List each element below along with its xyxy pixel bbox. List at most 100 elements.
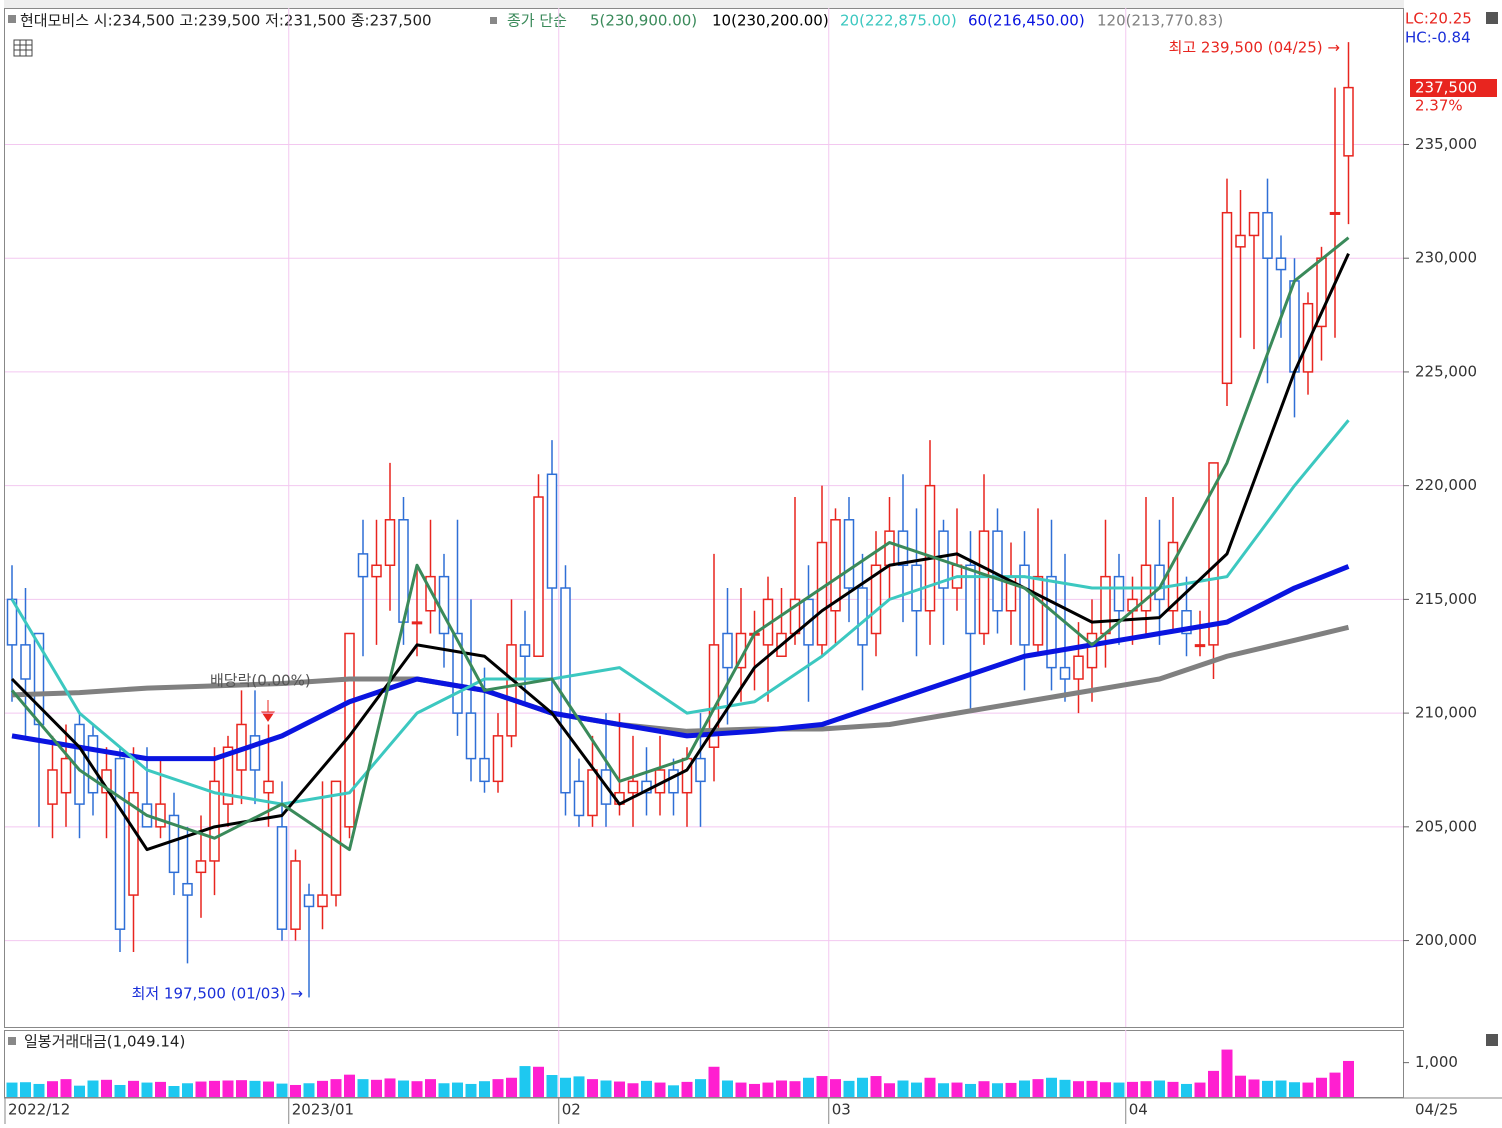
y-tick-label: 1,000: [1415, 1053, 1458, 1071]
y-tick-label: 235,000: [1415, 135, 1477, 153]
candle-body: [722, 632, 733, 669]
volume-bar: [74, 1085, 85, 1097]
candle-body: [1167, 541, 1179, 612]
volume-bar: [60, 1079, 72, 1097]
table-icon-grid: [14, 40, 32, 56]
volume-bar: [978, 1081, 990, 1097]
volume-bar: [425, 1079, 436, 1097]
volume-bar: [344, 1074, 355, 1097]
panel-button[interactable]: [1486, 12, 1498, 24]
candle-body: [60, 757, 72, 794]
volume-bar: [951, 1082, 963, 1097]
volume-bar: [1235, 1075, 1246, 1097]
volume-bar: [803, 1077, 814, 1097]
volume-bar: [1208, 1070, 1219, 1097]
volume-bar: [411, 1081, 423, 1097]
volume-bar: [33, 1083, 45, 1097]
candle-body: [533, 496, 544, 657]
panel-button[interactable]: [1486, 1034, 1498, 1046]
candle-body: [411, 621, 423, 625]
candle-body: [195, 860, 207, 874]
candle-body: [1059, 666, 1071, 680]
volume-bar: [533, 1066, 544, 1097]
volume-bar: [897, 1080, 909, 1097]
candle-body: [465, 712, 477, 760]
candle-body: [1032, 575, 1044, 646]
legend-entry: 60(216,450.00): [968, 12, 1085, 30]
volume-bar: [1100, 1082, 1111, 1097]
candle-body: [573, 780, 585, 817]
volume-bar: [141, 1082, 153, 1097]
x-tick-label: 2023/01: [292, 1101, 354, 1119]
volume-bar: [722, 1080, 733, 1097]
candle-body: [47, 769, 58, 805]
table-icon[interactable]: [13, 39, 33, 57]
candle-body: [128, 791, 139, 896]
x-tick-label: 02: [562, 1101, 581, 1119]
volume-bar: [182, 1083, 193, 1097]
legend-entry: 20(222,875.00): [840, 12, 957, 30]
candle-body: [384, 519, 396, 567]
lc-label: LC:20.25: [1405, 10, 1472, 28]
volume-bar: [1275, 1080, 1287, 1097]
candle-body: [1329, 211, 1341, 215]
candle-body: [1113, 575, 1125, 612]
volume-bar: [641, 1080, 652, 1097]
volume-bar: [371, 1079, 382, 1097]
legend-entry: 10(230,200.00): [712, 12, 829, 30]
volume-bar: [708, 1066, 720, 1097]
volume-bar: [816, 1076, 828, 1097]
volume-bar: [330, 1079, 342, 1097]
moving-average-line: [10, 419, 1350, 806]
volume-bar: [155, 1081, 166, 1097]
volume-bar: [830, 1079, 841, 1097]
candle-body: [992, 530, 1003, 612]
y-tick-label: 225,000: [1415, 362, 1477, 380]
candle-body: [479, 757, 490, 783]
candle-body: [1046, 575, 1057, 669]
volume-bar: [627, 1083, 639, 1097]
candle-body: [1073, 655, 1084, 680]
x-tick-label: 04: [1129, 1101, 1148, 1119]
y-tick-label: 215,000: [1415, 590, 1477, 608]
volume-bar: [573, 1076, 585, 1097]
candle-body: [1275, 257, 1287, 271]
candle-body: [222, 746, 234, 805]
volume-bar: [965, 1083, 976, 1097]
volume-bar: [506, 1077, 517, 1097]
ma-label: 종가 단순: [507, 12, 567, 30]
candle-body: [20, 644, 31, 680]
candle-body: [519, 644, 531, 657]
volume-bar: [1059, 1079, 1071, 1097]
x-tick-label: 2022/12: [8, 1101, 70, 1119]
candle-body: [857, 587, 868, 646]
moving-average-line: [11, 624, 1350, 734]
panel-marker: [8, 15, 16, 23]
volume-bar: [317, 1080, 328, 1097]
volume-bar: [492, 1079, 504, 1097]
volume-bar: [749, 1083, 760, 1097]
volume-bar: [1032, 1079, 1044, 1097]
volume-bar: [654, 1082, 666, 1097]
volume-bar: [1019, 1080, 1030, 1097]
volume-bar: [1221, 1049, 1233, 1097]
candle-body: [357, 553, 369, 578]
candle-body: [452, 632, 463, 714]
volume-title: 일봉거래대금(1,049.14): [24, 1033, 185, 1051]
volume-bar: [479, 1081, 490, 1097]
candle-body: [1262, 211, 1273, 259]
volume-bar: [452, 1082, 463, 1097]
candle-body: [155, 803, 166, 828]
volume-bar: [1073, 1081, 1084, 1097]
candle-body: [1208, 462, 1219, 646]
volume-bar: [884, 1083, 895, 1097]
candle-body: [1289, 280, 1300, 373]
volume-bar: [195, 1081, 207, 1097]
candle-body: [182, 882, 193, 896]
candle-body: [830, 519, 841, 612]
candle-body: [843, 519, 855, 589]
candle-body: [1343, 86, 1354, 157]
volume-bar: [681, 1081, 693, 1097]
change-label: 2.37%: [1415, 97, 1463, 115]
